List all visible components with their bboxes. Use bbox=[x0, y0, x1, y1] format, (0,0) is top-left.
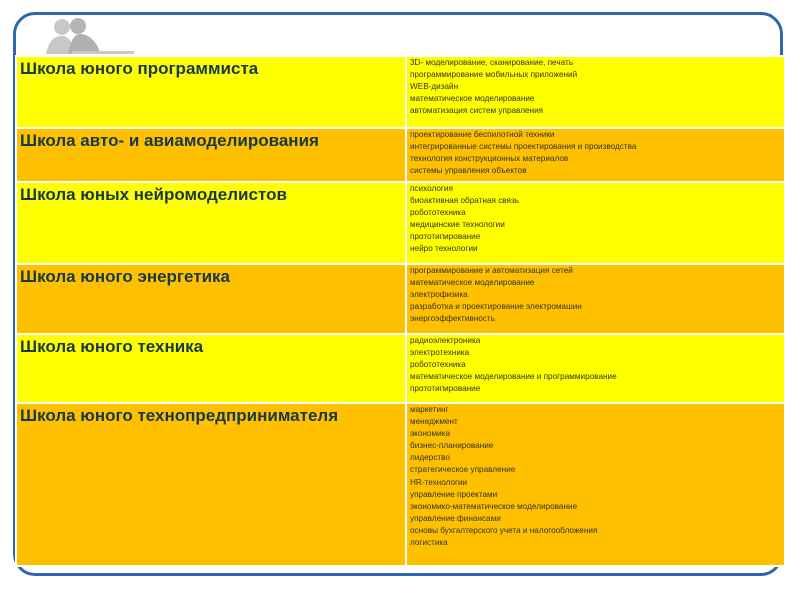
topic-item: управление проектами bbox=[410, 489, 498, 499]
topic-item: автоматизация систем управления bbox=[410, 106, 544, 116]
school-name: Школа юного программиста bbox=[15, 55, 407, 129]
school-name: Школа юного энергетика bbox=[15, 263, 407, 335]
topic-item: нейро технологии bbox=[410, 244, 478, 254]
topic-item: электротехника bbox=[410, 348, 470, 358]
topic-item: управление финансами bbox=[410, 513, 501, 523]
school-topics: 3D- моделирование, сканирование, печать п… bbox=[405, 55, 786, 129]
topic-item: энергоэффективность bbox=[410, 314, 495, 324]
topic-item: программирование и автоматизация сетей bbox=[410, 266, 573, 275]
table-row: Школа юного технопредпринимателя маркетин… bbox=[15, 402, 786, 567]
topic-item: системы управления объектов bbox=[410, 166, 527, 176]
topic-item: робототехника bbox=[410, 208, 466, 218]
topic-item: экономико-математическое моделирование bbox=[410, 501, 578, 511]
table-row: Школа юного энергетика программирование и… bbox=[15, 263, 786, 335]
topic-item: радиоэлектроника bbox=[410, 336, 481, 345]
topic-item: бизнес-планирование bbox=[410, 441, 494, 451]
topic-item: 3D- моделирование, сканирование, печать bbox=[410, 58, 573, 67]
topic-item: экономика bbox=[410, 429, 450, 439]
school-topics: программирование и автоматизация сетей ма… bbox=[405, 263, 786, 335]
topic-item: HR-технологии bbox=[410, 477, 468, 487]
school-name: Школа юного техника bbox=[15, 333, 407, 404]
school-topics: психология биоактивная обратная связь робо… bbox=[405, 181, 786, 265]
topic-item: программирование мобильных приложений bbox=[410, 70, 578, 80]
topic-item: менеджмент bbox=[410, 417, 458, 427]
school-name: Школа юных нейромоделистов bbox=[15, 181, 407, 265]
topic-item: прототипирование bbox=[410, 232, 481, 242]
topic-item: стратегическое управление bbox=[410, 465, 516, 475]
school-name: Школа юного технопредпринимателя bbox=[15, 402, 407, 567]
table-row: Школа юного техника радиоэлектроника элект… bbox=[15, 333, 786, 404]
topic-item: психология bbox=[410, 184, 453, 193]
table-row: Школа юного программиста 3D- моделировани… bbox=[15, 55, 786, 129]
topic-item: маркетинг bbox=[410, 405, 449, 414]
topic-item: биоактивная обратная связь bbox=[410, 196, 520, 206]
topic-item: основы бухгалтерского учета и налогообло… bbox=[410, 525, 598, 535]
people-silhouette-icon bbox=[46, 18, 134, 54]
table-row: Школа авто- и авиамоделирования проектиро… bbox=[15, 127, 786, 183]
school-name: Школа авто- и авиамоделирования bbox=[15, 127, 407, 183]
topic-item: лидерство bbox=[410, 453, 450, 463]
topic-item: робототехника bbox=[410, 360, 466, 370]
topic-item: математическое моделирование bbox=[410, 278, 535, 288]
school-topics: радиоэлектроника электротехника робототехн… bbox=[405, 333, 786, 404]
topic-item: логистика bbox=[410, 538, 448, 548]
topic-item: разработка и проектирование электромашин bbox=[410, 302, 582, 312]
school-topics: проектирование беспилотной техники интегр… bbox=[405, 127, 786, 183]
topic-item: электрофизика bbox=[410, 290, 468, 300]
schools-table: Школа юного программиста 3D- моделировани… bbox=[15, 55, 786, 567]
topic-item: медицинские технологии bbox=[410, 220, 505, 230]
table-row: Школа юных нейромоделистов психология биоа… bbox=[15, 181, 786, 265]
school-topics: маркетинг менеджмент экономика бизнес-плани… bbox=[405, 402, 786, 567]
topic-item: проектирование беспилотной техники bbox=[410, 130, 555, 139]
topic-item: технология конструкционных материалов bbox=[410, 154, 569, 164]
topic-item: WEB-дизайн bbox=[410, 82, 459, 92]
topic-item: математическое моделирование и программи… bbox=[410, 372, 617, 382]
topic-item: прототипирование bbox=[410, 384, 481, 394]
topic-item: математическое моделирование bbox=[410, 94, 535, 104]
topic-item: интегрированные системы проектирования и… bbox=[410, 142, 637, 152]
